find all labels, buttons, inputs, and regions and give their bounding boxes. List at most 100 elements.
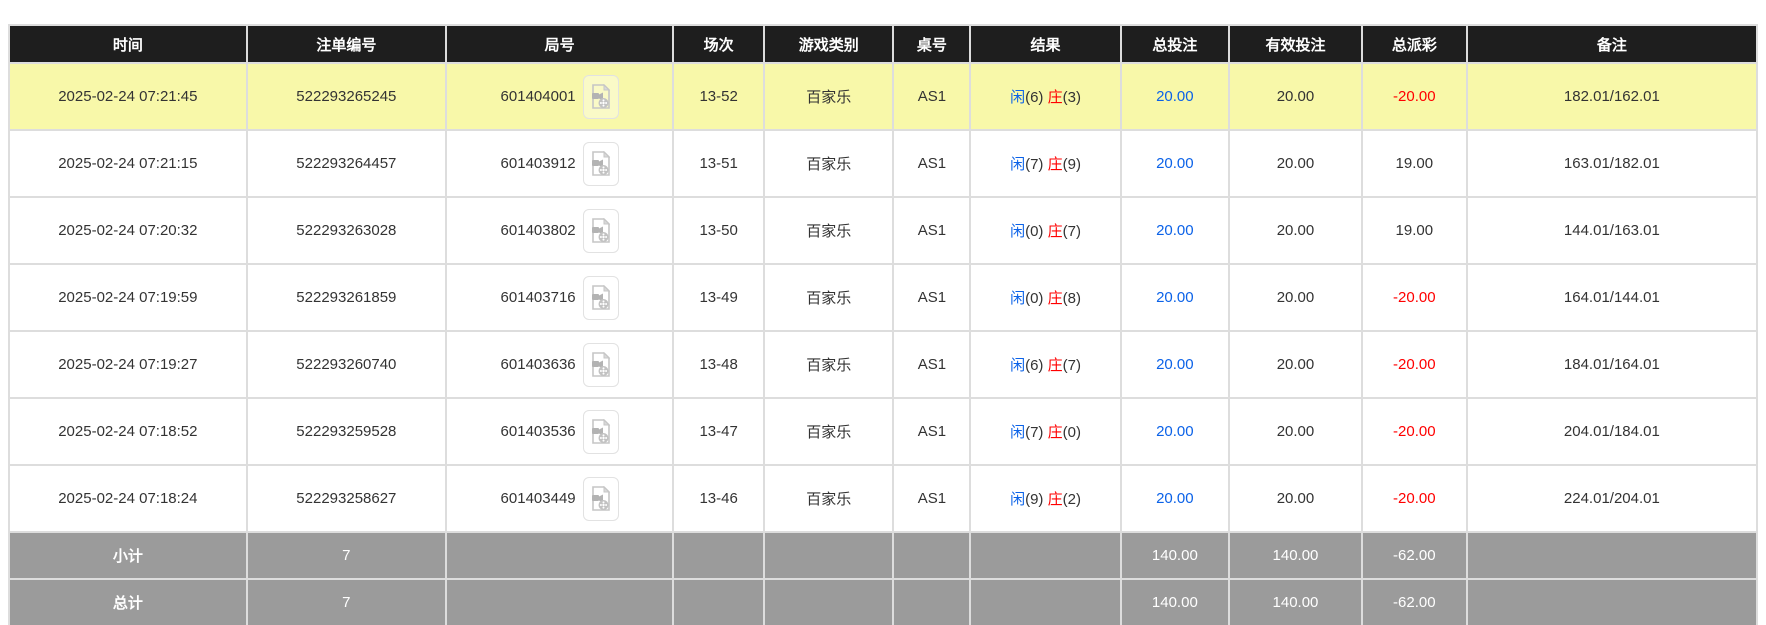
summary-empty-remark	[1467, 533, 1758, 580]
video-replay-icon	[591, 83, 610, 109]
result-player-label: 闲	[1010, 491, 1026, 508]
cell-remark: 184.01/164.01	[1467, 332, 1758, 399]
cell-session: 13-46	[674, 466, 766, 533]
cell-result: 闲(6) 庄(7)	[971, 332, 1122, 399]
cell-session: 13-52	[674, 64, 766, 131]
cell-result: 闲(7) 庄(0)	[971, 399, 1122, 466]
result-banker-label: 庄	[1047, 424, 1063, 441]
cell-remark: 144.01/163.01	[1467, 198, 1758, 265]
cell-bet-id: 522293264457	[247, 131, 447, 198]
result-banker-score: (0)	[1062, 424, 1081, 441]
summary-empty-cell-table-no	[894, 580, 972, 625]
result-banker-label: 庄	[1047, 156, 1063, 173]
summary-row-total: 总计 7 140.00 140.00 -62.00	[10, 580, 1758, 625]
column-header-bet-id: 注单编号	[247, 26, 447, 64]
cell-total-bet: 20.00	[1121, 332, 1231, 399]
result-banker-score: (3)	[1062, 89, 1081, 106]
cell-round: 601403536	[446, 399, 675, 466]
video-replay-button[interactable]	[582, 275, 619, 320]
result-player-score: (0)	[1025, 223, 1048, 240]
video-replay-button[interactable]	[582, 74, 619, 119]
cell-total-bet: 20.00	[1121, 265, 1231, 332]
cell-valid-bet: 20.00	[1230, 265, 1363, 332]
cell-table-no: AS1	[894, 131, 972, 198]
column-header-round: 局号	[446, 26, 675, 64]
result-player-score: (9)	[1025, 491, 1048, 508]
column-header-time: 时间	[10, 26, 248, 64]
column-header-table-no: 桌号	[894, 26, 972, 64]
column-header-session: 场次	[674, 26, 766, 64]
cell-remark: 204.01/184.01	[1467, 399, 1758, 466]
cell-time: 2025-02-24 07:18:52	[10, 399, 248, 466]
column-header-total-payout: 总派彩	[1362, 26, 1468, 64]
cell-game-type: 百家乐	[765, 64, 895, 131]
cell-game-type: 百家乐	[765, 265, 895, 332]
cell-table-no: AS1	[894, 466, 972, 533]
column-header-game-type: 游戏类别	[765, 26, 895, 64]
round-id-group: 601403536	[451, 409, 668, 454]
summary-empty-cell-game-type	[765, 580, 895, 625]
summary-count: 7	[247, 533, 447, 580]
summary-empty-cell-game-type	[765, 533, 895, 580]
video-replay-icon	[591, 485, 610, 511]
cell-bet-id: 522293260740	[247, 332, 447, 399]
video-replay-icon	[591, 150, 610, 176]
result-player-label: 闲	[1010, 424, 1026, 441]
cell-time: 2025-02-24 07:21:45	[10, 64, 248, 131]
video-replay-button[interactable]	[582, 342, 619, 387]
cell-table-no: AS1	[894, 399, 972, 466]
result-player-label: 闲	[1010, 223, 1026, 240]
round-id-value: 601403802	[500, 222, 576, 239]
summary-empty-cell-table-no	[894, 533, 972, 580]
cell-game-type: 百家乐	[765, 198, 895, 265]
cell-round: 601404001	[446, 64, 675, 131]
column-header-total-bet: 总投注	[1121, 26, 1231, 64]
records-table: 时间 注单编号 局号 场次 游戏类别 桌号 结果 总投注 有效投注 总派彩 备注 2025-02-2…	[8, 24, 1758, 625]
cell-time: 2025-02-24 07:21:15	[10, 131, 248, 198]
round-id-value: 601404001	[500, 88, 576, 105]
cell-valid-bet: 20.00	[1230, 332, 1363, 399]
result-player-score: (7)	[1025, 424, 1048, 441]
summary-total-bet: 140.00	[1121, 580, 1231, 625]
video-replay-button[interactable]	[582, 409, 619, 454]
cell-total-bet: 20.00	[1121, 466, 1231, 533]
summary-valid-bet: 140.00	[1230, 533, 1363, 580]
result-banker-label: 庄	[1047, 89, 1063, 106]
cell-session: 13-47	[674, 399, 766, 466]
cell-time: 2025-02-24 07:19:59	[10, 265, 248, 332]
result-banker-label: 庄	[1047, 357, 1063, 374]
table-header: 时间 注单编号 局号 场次 游戏类别 桌号 结果 总投注 有效投注 总派彩 备注	[10, 26, 1758, 64]
cell-total-payout: 19.00	[1362, 198, 1468, 265]
result-banker-label: 庄	[1047, 290, 1063, 307]
cell-table-no: AS1	[894, 332, 972, 399]
round-id-group: 601404001	[451, 74, 668, 119]
cell-total-payout: 19.00	[1362, 131, 1468, 198]
round-id-value: 601403536	[500, 423, 576, 440]
round-id-group: 601403802	[451, 208, 668, 253]
result-player-label: 闲	[1010, 89, 1026, 106]
cell-remark: 163.01/182.01	[1467, 131, 1758, 198]
summary-empty-cell-session	[674, 580, 766, 625]
result-banker-score: (8)	[1062, 290, 1081, 307]
round-id-group: 601403716	[451, 275, 668, 320]
video-replay-button[interactable]	[582, 208, 619, 253]
cell-bet-id: 522293263028	[247, 198, 447, 265]
video-replay-button[interactable]	[582, 141, 619, 186]
cell-session: 13-48	[674, 332, 766, 399]
result-banker-score: (2)	[1062, 491, 1081, 508]
result-banker-score: (7)	[1062, 223, 1081, 240]
cell-session: 13-49	[674, 265, 766, 332]
summary-empty-cell-round	[446, 580, 675, 625]
video-replay-icon	[591, 418, 610, 444]
cell-time: 2025-02-24 07:18:24	[10, 466, 248, 533]
cell-valid-bet: 20.00	[1230, 399, 1363, 466]
result-banker-label: 庄	[1047, 223, 1063, 240]
video-replay-button[interactable]	[582, 476, 619, 521]
cell-valid-bet: 20.00	[1230, 198, 1363, 265]
table-row: 2025-02-24 07:19:59 522293261859 601403716…	[10, 265, 1758, 332]
cell-table-no: AS1	[894, 198, 972, 265]
cell-total-bet: 20.00	[1121, 399, 1231, 466]
cell-total-payout: -20.00	[1362, 332, 1468, 399]
cell-round: 601403802	[446, 198, 675, 265]
cell-remark: 164.01/144.01	[1467, 265, 1758, 332]
